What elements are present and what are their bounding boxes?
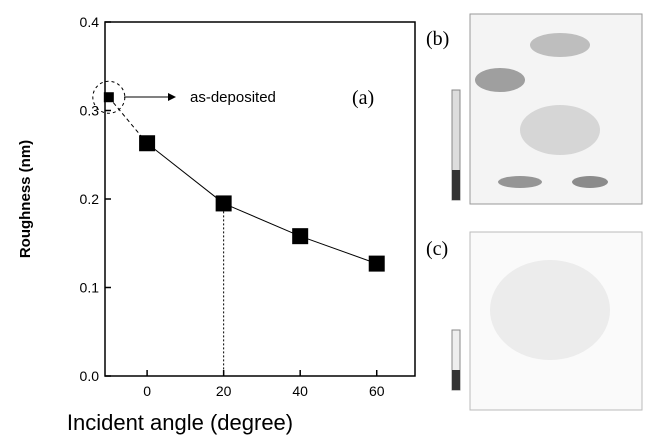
blob	[572, 176, 608, 188]
blob	[530, 33, 590, 57]
y-tick-label: 0.3	[80, 103, 100, 119]
line-segment	[223, 202, 301, 237]
marker	[139, 135, 156, 152]
y-tick-label: 0.4	[80, 14, 100, 30]
y-tick-label: 0.2	[80, 191, 100, 207]
line-segment	[146, 142, 224, 204]
x-tick-label: 60	[369, 383, 385, 399]
blob	[520, 105, 600, 155]
blob	[490, 260, 610, 360]
blob	[475, 68, 525, 92]
marker	[368, 255, 385, 272]
highlight-circle	[92, 80, 126, 114]
arrow-head	[168, 93, 176, 101]
marker	[292, 228, 309, 245]
afm-image-b	[451, 13, 643, 205]
line-segment	[300, 235, 377, 265]
y-tick-label: 0.0	[80, 368, 100, 384]
marker	[215, 195, 232, 212]
plot-frame	[104, 21, 416, 377]
colorbar-dark	[452, 370, 460, 390]
panel-label: (a)	[352, 87, 374, 109]
panel-label: (c)	[426, 238, 448, 260]
panel-label: (b)	[426, 28, 449, 50]
blob	[498, 176, 542, 188]
x-axis-label: Incident angle (degree)	[67, 410, 293, 435]
y-tick-label: 0.1	[80, 280, 100, 296]
y-axis-label: Roughness (nm)	[17, 140, 34, 258]
annotation: as-deposited	[190, 89, 276, 106]
colorbar-dark	[452, 170, 460, 200]
marker	[103, 92, 114, 103]
x-tick-label: 20	[216, 383, 232, 399]
x-tick-label: 0	[143, 383, 151, 399]
afm-image-c	[451, 231, 643, 411]
x-tick-label: 40	[292, 383, 308, 399]
